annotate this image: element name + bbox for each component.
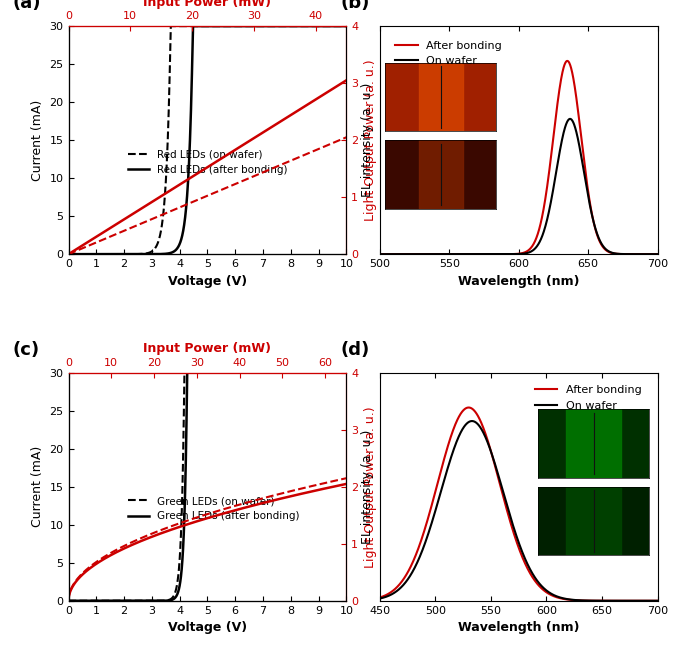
Y-axis label: EL intensity (a. u.): EL intensity (a. u.)	[361, 83, 374, 197]
Text: (c): (c)	[13, 341, 40, 358]
Text: (a): (a)	[13, 0, 41, 12]
Legend: Green LEDs (on wafer), Green LEDs (after bonding): Green LEDs (on wafer), Green LEDs (after…	[124, 492, 303, 526]
Y-axis label: EL intensity (a. u.): EL intensity (a. u.)	[361, 430, 374, 544]
Text: (b): (b)	[341, 0, 370, 12]
X-axis label: Voltage (V): Voltage (V)	[168, 621, 247, 634]
Y-axis label: Light Output Power (a. u.): Light Output Power (a. u.)	[364, 406, 377, 567]
X-axis label: Wavelength (nm): Wavelength (nm)	[458, 621, 580, 634]
X-axis label: Wavelength (nm): Wavelength (nm)	[458, 274, 580, 287]
X-axis label: Voltage (V): Voltage (V)	[168, 274, 247, 287]
X-axis label: Input Power (mW): Input Power (mW)	[143, 0, 271, 8]
Y-axis label: Light Output Power (a. u.): Light Output Power (a. u.)	[364, 59, 377, 221]
Legend: After bonding, On wafer: After bonding, On wafer	[391, 36, 507, 71]
Y-axis label: Current (mA): Current (mA)	[31, 446, 44, 528]
X-axis label: Input Power (mW): Input Power (mW)	[143, 342, 271, 355]
Text: (d): (d)	[341, 341, 370, 358]
Y-axis label: Current (mA): Current (mA)	[31, 99, 44, 181]
Legend: Red LEDs (on wafer), Red LEDs (after bonding): Red LEDs (on wafer), Red LEDs (after bon…	[124, 146, 292, 179]
Legend: After bonding, On wafer: After bonding, On wafer	[531, 381, 647, 415]
